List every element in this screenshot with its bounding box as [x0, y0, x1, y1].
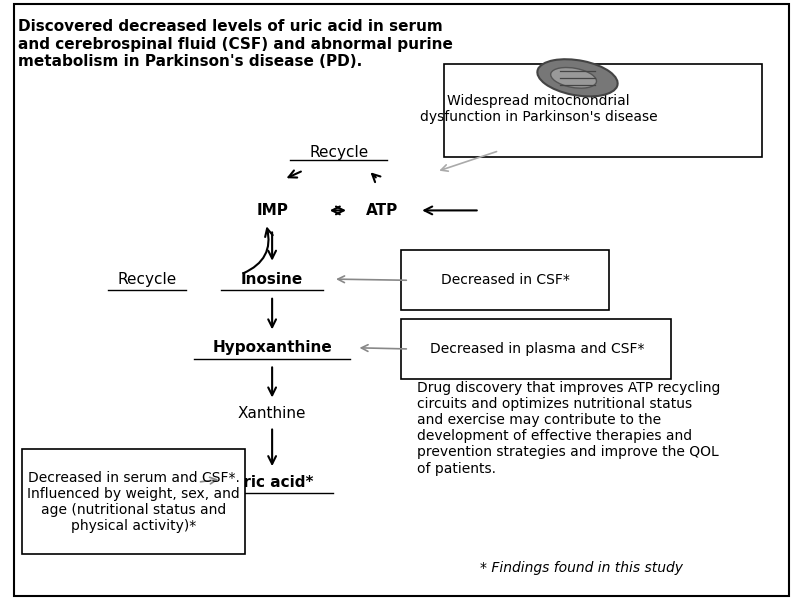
FancyBboxPatch shape — [444, 64, 762, 157]
Text: Recycle: Recycle — [118, 272, 177, 287]
Ellipse shape — [550, 68, 597, 88]
Text: Uric acid*: Uric acid* — [231, 475, 314, 490]
Text: Decreased in plasma and CSF*: Decreased in plasma and CSF* — [430, 342, 644, 356]
Ellipse shape — [538, 59, 618, 97]
Text: Decreased in serum and CSF*.
Influenced by weight, sex, and
age (nutritional sta: Decreased in serum and CSF*. Influenced … — [27, 470, 240, 533]
FancyBboxPatch shape — [402, 250, 609, 310]
Text: ATP: ATP — [366, 203, 398, 218]
Text: Recycle: Recycle — [309, 145, 368, 160]
Text: Hypoxanthine: Hypoxanthine — [212, 340, 332, 355]
FancyBboxPatch shape — [402, 319, 671, 379]
Text: * Findings found in this study: * Findings found in this study — [480, 561, 682, 575]
Text: Discovered decreased levels of uric acid in serum
and cerebrospinal fluid (CSF) : Discovered decreased levels of uric acid… — [18, 19, 453, 69]
Text: Drug discovery that improves ATP recycling
circuits and optimizes nutritional st: Drug discovery that improves ATP recycli… — [417, 380, 720, 476]
Text: Xanthine: Xanthine — [238, 406, 306, 421]
Text: Inosine: Inosine — [241, 272, 303, 287]
Text: IMP: IMP — [256, 203, 288, 218]
Text: Decreased in CSF*: Decreased in CSF* — [441, 273, 570, 287]
FancyBboxPatch shape — [22, 449, 245, 554]
Text: Widespread mitochondrial
dysfunction in Parkinson's disease: Widespread mitochondrial dysfunction in … — [419, 94, 657, 124]
